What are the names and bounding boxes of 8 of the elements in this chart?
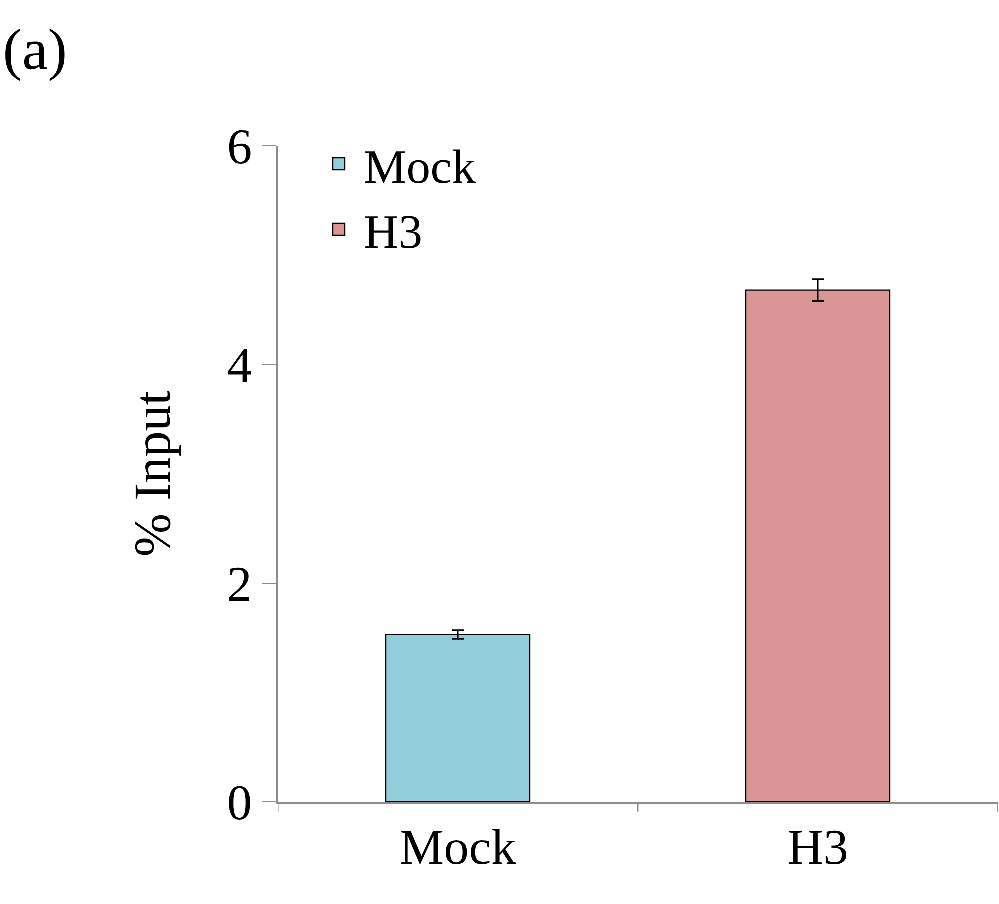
text: (a)	[3, 17, 68, 82]
y-tick-label: 6	[227, 118, 252, 174]
y-axis-title: % Input	[125, 390, 182, 558]
y-tick-label: 2	[227, 556, 252, 612]
legend-label: Mock	[364, 140, 476, 194]
legend-label: H3	[364, 206, 423, 260]
y-tick-label: 0	[227, 774, 252, 830]
y-tick-label: 4	[227, 337, 252, 394]
